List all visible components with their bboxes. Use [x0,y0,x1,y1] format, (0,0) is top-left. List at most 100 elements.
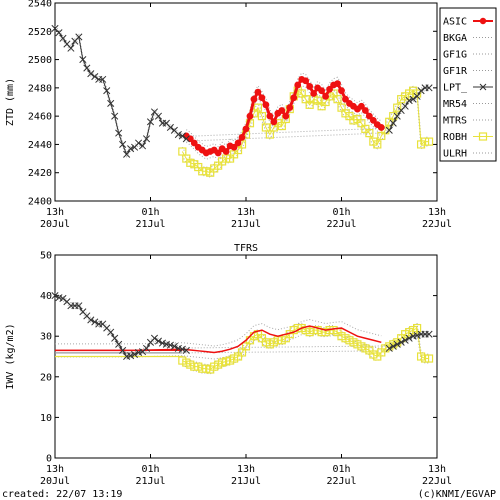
x-tick-label: 21Jul [135,476,165,487]
asic-point [334,80,341,88]
asic-point [258,94,266,102]
legend-label-bkga: BKGA [443,33,467,44]
asic-point [286,104,294,112]
x-tick-label: 13h [237,207,255,218]
lpt-point [389,119,397,127]
x-tick-label: 01h [141,207,159,218]
robh-point [424,354,434,363]
asic-point [342,95,349,103]
lpt-point [401,336,409,344]
y-tick-label: 20 [40,372,52,383]
asic-point [369,116,377,124]
lpt-point [119,346,127,354]
other-series-line [54,297,430,360]
y-tick-label: 2500 [28,55,52,66]
robh-point [257,112,267,121]
lpt-line [54,295,187,358]
lpt-point [397,338,405,346]
asic-point [361,107,369,114]
lpt-point [87,70,95,78]
lpt-point [115,129,123,137]
lpt-point [166,341,174,349]
asic-point [302,77,310,85]
asic-point [322,92,329,100]
robh-point [365,129,374,138]
x-tick-label: 20Jul [40,219,70,230]
x-tick-label: 01h [141,464,159,475]
lpt-point [154,112,163,120]
lpt-point [178,132,186,140]
lpt-point [182,346,190,354]
x-tick-label: 13h [46,464,64,475]
asic-point [282,112,290,120]
asic-point [250,95,258,103]
chart-title: TFRS [234,243,258,254]
asic-point [306,83,314,90]
lpt-point [91,318,99,326]
legend-label-gf1g: GF1G [443,50,467,61]
lpt-point [83,64,91,72]
lpt-point [142,135,151,143]
lpt-point [51,292,59,300]
x-tick-label: 20Jul [40,476,70,487]
legend-marker-robh [478,132,488,141]
legend-label-lpt: LPT_ [443,83,468,94]
lpt-point [107,99,115,107]
y-tick-label: 2460 [28,112,52,123]
asic-point [242,125,250,133]
asic-point [190,139,198,147]
lpt-point [79,56,87,64]
asic-point [254,88,262,96]
robh-point [373,140,382,149]
asic-point [294,81,302,89]
other-series-line [55,319,382,347]
iwv-panel: TFRS0102030405013h20Jul01h21Jul13h21Jul0… [5,243,452,487]
lpt-point [170,342,178,350]
lpt-point [59,294,67,302]
lpt-point [75,302,83,310]
lpt-point [87,316,95,324]
asic-point [310,90,318,97]
y-tick-label: 50 [40,251,52,262]
robh-point [413,323,422,333]
lpt-point [123,150,131,158]
robh-point [424,137,434,146]
lpt-point [417,87,425,95]
asic-point [266,112,274,120]
y-axis-label: IWV (kg/m2) [5,323,16,389]
legend: ASIC BKGA GF1G GF1R LPT_ MR54 MTRS ROBH ULRH [439,7,497,162]
x-tick-label: 22Jul [326,219,356,230]
footer-created: created: 22/07 13:19 [2,489,122,500]
legend-label-mtrs: MTRS [443,116,467,127]
robh-point [333,95,342,104]
asic-point [338,87,345,95]
lpt-point [154,337,163,345]
y-axis-label: ZTD (mm) [5,78,16,126]
x-tick-label: 21Jul [231,476,261,487]
x-tick-label: 01h [332,207,350,218]
other-series-line [186,72,382,148]
lpt-point [385,344,393,352]
y-tick-label: 2540 [28,0,52,10]
y-tick-label: 2420 [28,168,52,179]
asic-point [246,112,254,120]
lpt-point [127,352,135,360]
lpt-point [103,87,111,95]
asic-point [357,102,365,110]
asic-point [230,143,238,151]
lpt-point [111,112,119,120]
asic-point [365,112,373,120]
lpt-point [405,334,413,342]
lpt-point [75,33,83,41]
asic-point [377,124,385,131]
asic-point [326,85,333,93]
lpt-point [174,130,182,139]
other-series-line [55,332,382,360]
lpt-point [150,334,159,342]
lpt-point [142,344,151,352]
lpt-point [111,334,119,342]
asic-point [278,107,286,114]
y-tick-label: 30 [40,332,52,343]
legend-label-robh: ROBH [443,132,467,143]
